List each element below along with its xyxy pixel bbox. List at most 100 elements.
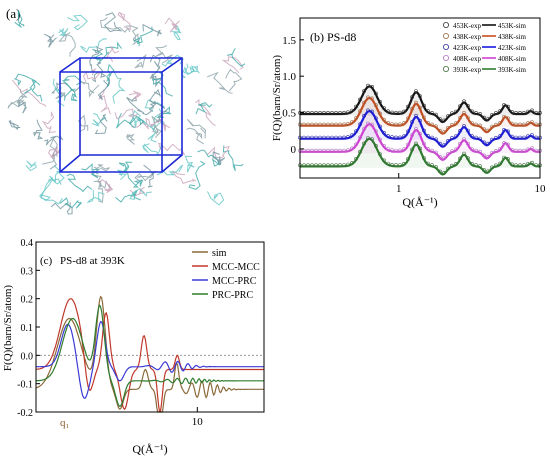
exp-point: [430, 148, 434, 153]
exp-point: [518, 111, 522, 115]
panel-a-simulation-box: (a): [0, 0, 268, 215]
polymer-chain: [16, 88, 29, 104]
polymer-chain: [212, 151, 226, 166]
polymer-chain: [156, 118, 171, 132]
exp-point: [310, 122, 314, 127]
polymer-chain: [112, 70, 126, 104]
exp-point: [350, 120, 354, 125]
legend-marker: [442, 44, 449, 51]
chart-c: -0.2 -0.1 0.0 0.1 0.2 0.3 0.4 10 (c) PS-d8 at 3…: [2, 238, 265, 456]
exp-point: [350, 161, 354, 165]
exp-point: [526, 134, 530, 139]
exp-point: [434, 124, 438, 129]
exp-point: [502, 103, 506, 108]
exp-point: [306, 122, 310, 127]
polymer-chain: [118, 161, 133, 174]
series-band: [300, 138, 540, 175]
exp-point: [398, 148, 402, 153]
exp-point: [426, 121, 430, 125]
chart-c-axes: -0.2 -0.1 0.0 0.1 0.2 0.3 0.4 10: [17, 238, 203, 428]
exp-point: [418, 118, 422, 123]
polymer-chain: [184, 155, 195, 173]
polymer-chain: [207, 145, 230, 159]
exp-point: [310, 148, 314, 153]
chart-b-axes: 0 0.5 1.0 1.5 1 10: [282, 35, 546, 195]
exp-point: [314, 122, 318, 127]
exp-point: [434, 137, 438, 142]
polymer-chain: [151, 109, 167, 124]
polymer-chain: [40, 178, 63, 205]
exp-point: [422, 141, 426, 146]
exp-point: [474, 163, 478, 168]
polymer-chain: [66, 173, 93, 193]
series-line-438K-sim: [300, 96, 540, 135]
chart-b-xlabel: Q(Å⁻¹): [402, 195, 437, 209]
legend-label: 453K-sim: [498, 22, 527, 30]
polymer-chain: [89, 46, 104, 72]
exp-point: [490, 124, 494, 129]
polymer-chain: [149, 73, 162, 88]
polymer-chain: [164, 17, 181, 33]
exp-point: [518, 148, 522, 153]
exp-point: [338, 122, 342, 127]
polymer-chain: [99, 17, 131, 33]
legend-label: 393K-exp: [453, 66, 481, 74]
exp-point: [478, 149, 482, 154]
y-tick-label: 0.3: [21, 266, 34, 277]
exp-point: [514, 163, 518, 168]
exp-point: [526, 109, 530, 114]
exp-point: [462, 99, 466, 104]
exp-point: [358, 135, 362, 140]
polymer-chain: [117, 11, 132, 31]
polymer-chain: [171, 25, 182, 41]
polymer-chain: [195, 98, 216, 127]
exp-point: [310, 163, 314, 168]
polymer-chain: [195, 102, 213, 115]
exp-point: [354, 156, 358, 161]
polymer-chain: [227, 48, 246, 67]
exp-point: [426, 161, 430, 166]
exp-point: [342, 110, 346, 115]
exp-point: [354, 116, 358, 121]
y-tick-label: 1.5: [282, 35, 296, 47]
exp-point: [450, 136, 454, 140]
legend-marker: [442, 55, 449, 62]
exp-point: [414, 89, 418, 94]
legend-label: 393K-sim: [498, 66, 527, 74]
exp-point: [534, 122, 538, 127]
exp-point: [354, 142, 358, 147]
exp-point: [402, 161, 406, 166]
exp-point: [318, 111, 322, 115]
polymer-chain: [41, 111, 56, 133]
exp-point: [406, 157, 410, 161]
exp-point: [430, 111, 434, 115]
polymer-chain: [13, 73, 41, 87]
exp-point: [374, 91, 378, 96]
exp-point: [510, 162, 514, 167]
exp-point: [426, 109, 430, 114]
exp-point: [482, 115, 486, 120]
exp-point: [506, 116, 510, 121]
polymer-chain: [134, 53, 147, 69]
exp-point: [342, 135, 346, 140]
exp-point: [446, 138, 450, 143]
exp-point: [514, 122, 518, 127]
exp-point: [522, 135, 526, 140]
polymer-chain: [82, 67, 101, 83]
exp-point: [398, 110, 402, 115]
legend-label: 453K-exp: [453, 22, 481, 30]
exp-point: [526, 121, 530, 126]
exp-point: [514, 135, 518, 140]
chart-c-ylabel: F(Q)(barn/Sr/atom): [2, 285, 14, 371]
chart-b-frame: [299, 17, 541, 179]
exp-point: [378, 152, 382, 157]
polymer-chain: [25, 160, 37, 172]
polymer-chain: [48, 146, 62, 160]
polymer-chain: [157, 142, 186, 156]
exp-point: [334, 163, 338, 168]
exp-point: [342, 163, 346, 168]
exp-point: [302, 135, 306, 140]
exp-point: [334, 111, 338, 115]
legend-label: MCC-PRC: [212, 276, 257, 287]
exp-point: [390, 162, 394, 167]
